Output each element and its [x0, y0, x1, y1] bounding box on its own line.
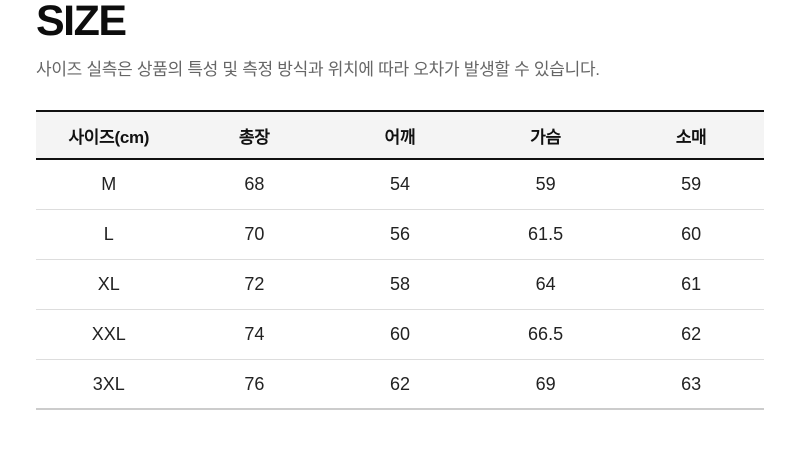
- table-cell: 61.5: [528, 223, 564, 244]
- table-cell: 59: [681, 174, 702, 195]
- table-cell: 60: [681, 223, 702, 244]
- column-header-total-length: 총장: [239, 127, 270, 147]
- table-cell: 66.5: [528, 323, 564, 344]
- table-cell: 68: [244, 174, 265, 195]
- table-cell: 76: [244, 373, 265, 394]
- size-label: XXL: [91, 323, 126, 344]
- column-header-size: 사이즈(cm): [68, 127, 150, 147]
- column-header-sleeve: 소매: [675, 127, 707, 147]
- table-cell: 70: [244, 223, 265, 244]
- table-cell: 74: [244, 323, 265, 344]
- table-cell: 69: [535, 373, 556, 394]
- table-cell: 61: [681, 273, 702, 294]
- table-row-l: L 70 56 61.5 60: [36, 209, 764, 260]
- table-row-3xl: 3XL 76 62 69 63: [36, 359, 764, 410]
- table-cell: 62: [389, 373, 410, 394]
- size-table: 사이즈(cm) 총장 어깨 가슴 소매 M 68 54 59 59 L 70 5…: [36, 110, 764, 410]
- table-cell: 63: [681, 373, 702, 394]
- size-disclaimer-text: 사이즈 실측은 상품의 특성 및 측정 방식과 위치에 따라 오차가 발생할 수…: [36, 60, 600, 79]
- size-table-header: 사이즈(cm) 총장 어깨 가슴 소매: [36, 111, 764, 160]
- column-header-chest: 가슴: [530, 127, 561, 147]
- table-cell: 56: [389, 223, 410, 244]
- header-row: 사이즈(cm) 총장 어깨 가슴 소매: [36, 111, 764, 160]
- size-label: 3XL: [92, 373, 125, 394]
- table-cell: 62: [681, 323, 702, 344]
- size-table-body: M 68 54 59 59 L 70 56 61.5 60 XL 72 58 6…: [36, 159, 764, 410]
- table-cell: 60: [389, 323, 410, 344]
- table-cell: 58: [389, 273, 410, 294]
- column-header-shoulder: 어깨: [384, 127, 416, 147]
- table-row-xxl: XXL 74 60 66.5 62: [36, 309, 764, 360]
- table-cell: 59: [535, 174, 556, 195]
- table-cell: 54: [389, 174, 410, 195]
- size-label: XL: [97, 273, 120, 294]
- table-row-xl: XL 72 58 64 61: [36, 259, 764, 310]
- size-label: L: [103, 223, 114, 244]
- table-cell: 64: [535, 273, 556, 294]
- page-title: SIZE: [36, 0, 127, 45]
- table-cell: 72: [244, 273, 265, 294]
- table-row-m: M 68 54 59 59: [36, 159, 764, 210]
- size-label: M: [101, 174, 117, 195]
